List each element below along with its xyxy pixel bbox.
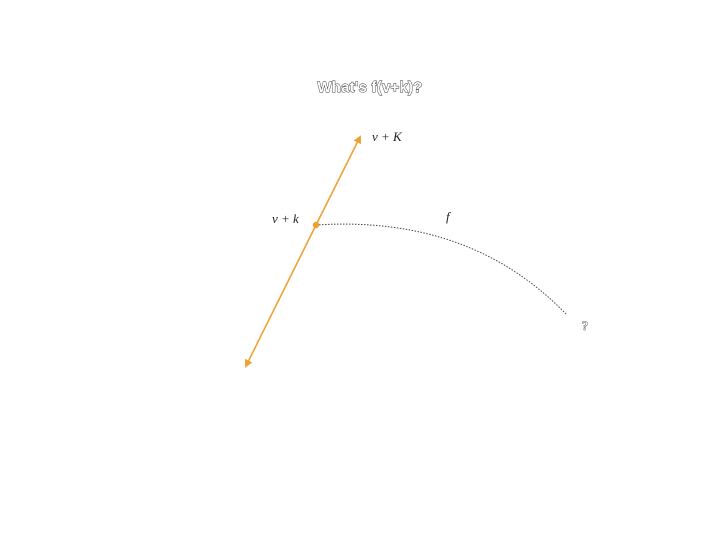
slide-title: What's f(v+k)? (317, 79, 422, 96)
base-point-marker (312, 221, 320, 229)
vector-line-upper (315, 135, 361, 226)
base-point-label: v + k (272, 211, 299, 226)
function-name-label: f (446, 209, 452, 224)
direction-tip-label: v + K (372, 129, 403, 144)
unknown-result-label: ? (582, 318, 588, 333)
vector-line-lower (245, 224, 317, 368)
mapping-curve (315, 223, 567, 315)
